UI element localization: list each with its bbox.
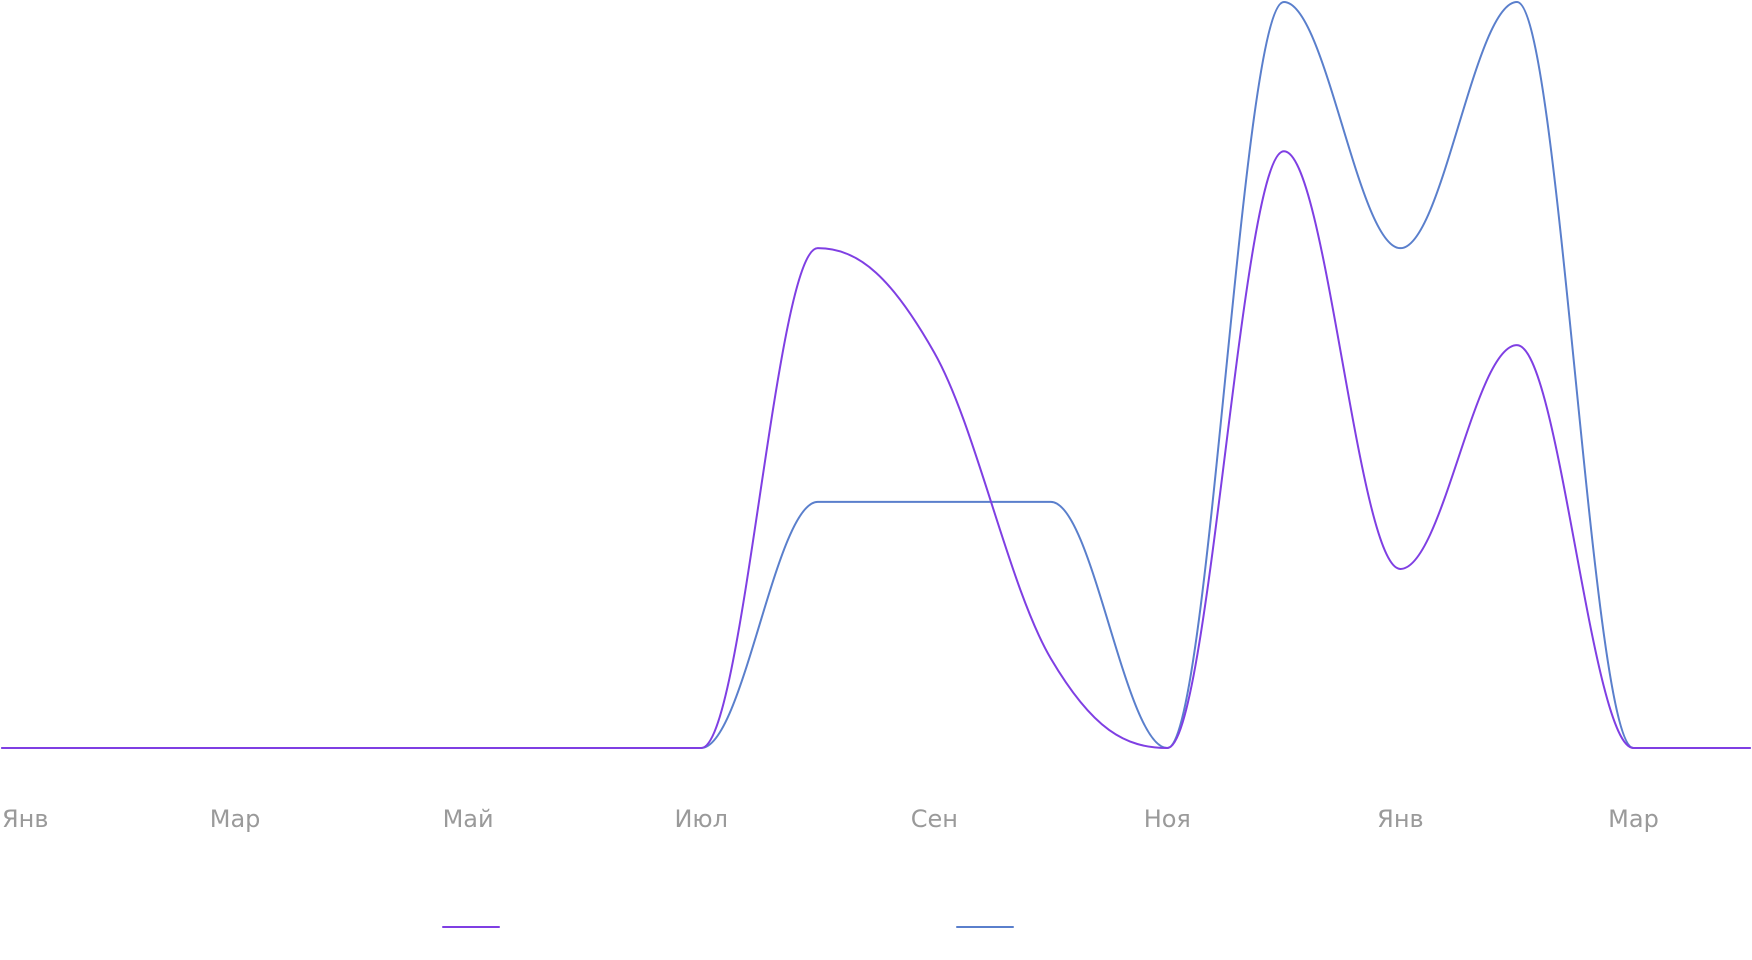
x-tick-label: Ноя [1144, 805, 1191, 833]
legend-swatch-series-1 [442, 926, 500, 928]
x-tick-label: Мар [1608, 805, 1659, 833]
chart-plot-area: Янв Мар Май Июл Сен Ноя Янв Мар [1, 1, 1751, 833]
x-tick-label: Май [443, 805, 494, 833]
chart-legend [0, 920, 1752, 934]
x-tick-label: Янв [1377, 805, 1424, 833]
legend-item-series-2[interactable] [956, 920, 1024, 934]
x-tick-label: Мар [210, 805, 261, 833]
legend-item-series-1[interactable] [442, 920, 510, 934]
x-tick-label: Сен [911, 805, 958, 833]
series-line-1[interactable] [1, 150, 1751, 750]
legend-swatch-series-2 [956, 926, 1014, 928]
x-tick-label: Янв [2, 805, 49, 833]
x-tick-label: Июл [674, 805, 728, 833]
series-line-2[interactable] [1, 1, 1751, 750]
